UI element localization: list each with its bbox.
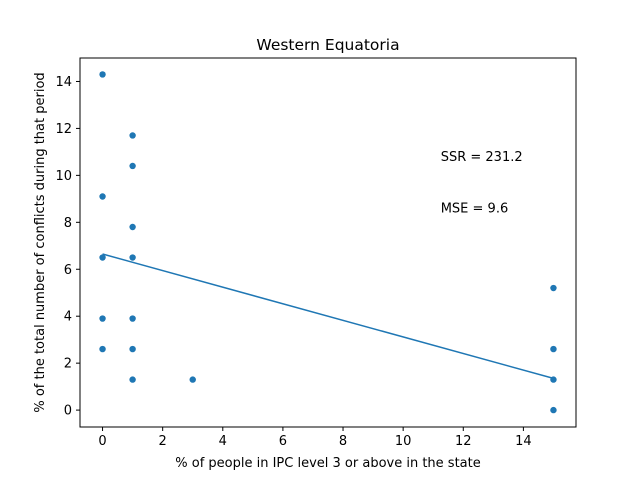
annotation-text: SSR = 231.2 [441,150,523,165]
x-tick-label: 0 [98,434,106,449]
y-tick-label: 10 [55,169,72,184]
scatter-point [99,345,106,353]
x-tick-label: 6 [279,434,287,449]
plot-area [99,71,557,414]
x-tick-label: 12 [455,434,472,449]
regression-line [102,253,554,380]
scatter-point [129,132,136,139]
scatter-point [550,284,557,292]
scatter-point [99,193,106,200]
scatter-point [99,315,106,322]
y-tick-label: 6 [64,263,72,278]
y-tick-label: 2 [64,357,72,372]
axes-frame [79,57,577,428]
scatter-point [550,406,557,414]
scatter-point [129,315,136,322]
y-tick-label: 8 [64,216,72,231]
scatter-point [129,162,136,170]
x-tick-label: 10 [395,434,412,449]
scatter-point [550,345,557,353]
y-tick-label: 4 [64,310,72,325]
scatter-point [129,345,136,353]
scatter-point [550,376,557,383]
x-tick-label: 2 [159,434,167,449]
x-tick-label: 14 [515,434,532,449]
scatter-point [99,254,106,261]
y-tick-label: 12 [55,122,72,137]
annotation-text: MSE = 9.6 [441,202,509,217]
y-tick-label: 14 [55,75,72,90]
scatter-point [189,376,196,383]
x-axis-label: % of people in IPC level 3 or above in t… [175,456,480,471]
y-tick-label: 0 [64,404,72,419]
scatter-point [129,254,136,261]
y-axis-label: % of the total number of conflicts durin… [33,72,48,412]
scatter-point [129,223,136,231]
x-tick-label: 4 [219,434,227,449]
chart-title: Western Equatoria [256,36,399,54]
scatter-point [99,71,106,78]
x-tick-label: 8 [339,434,347,449]
scatter-point [129,376,136,383]
